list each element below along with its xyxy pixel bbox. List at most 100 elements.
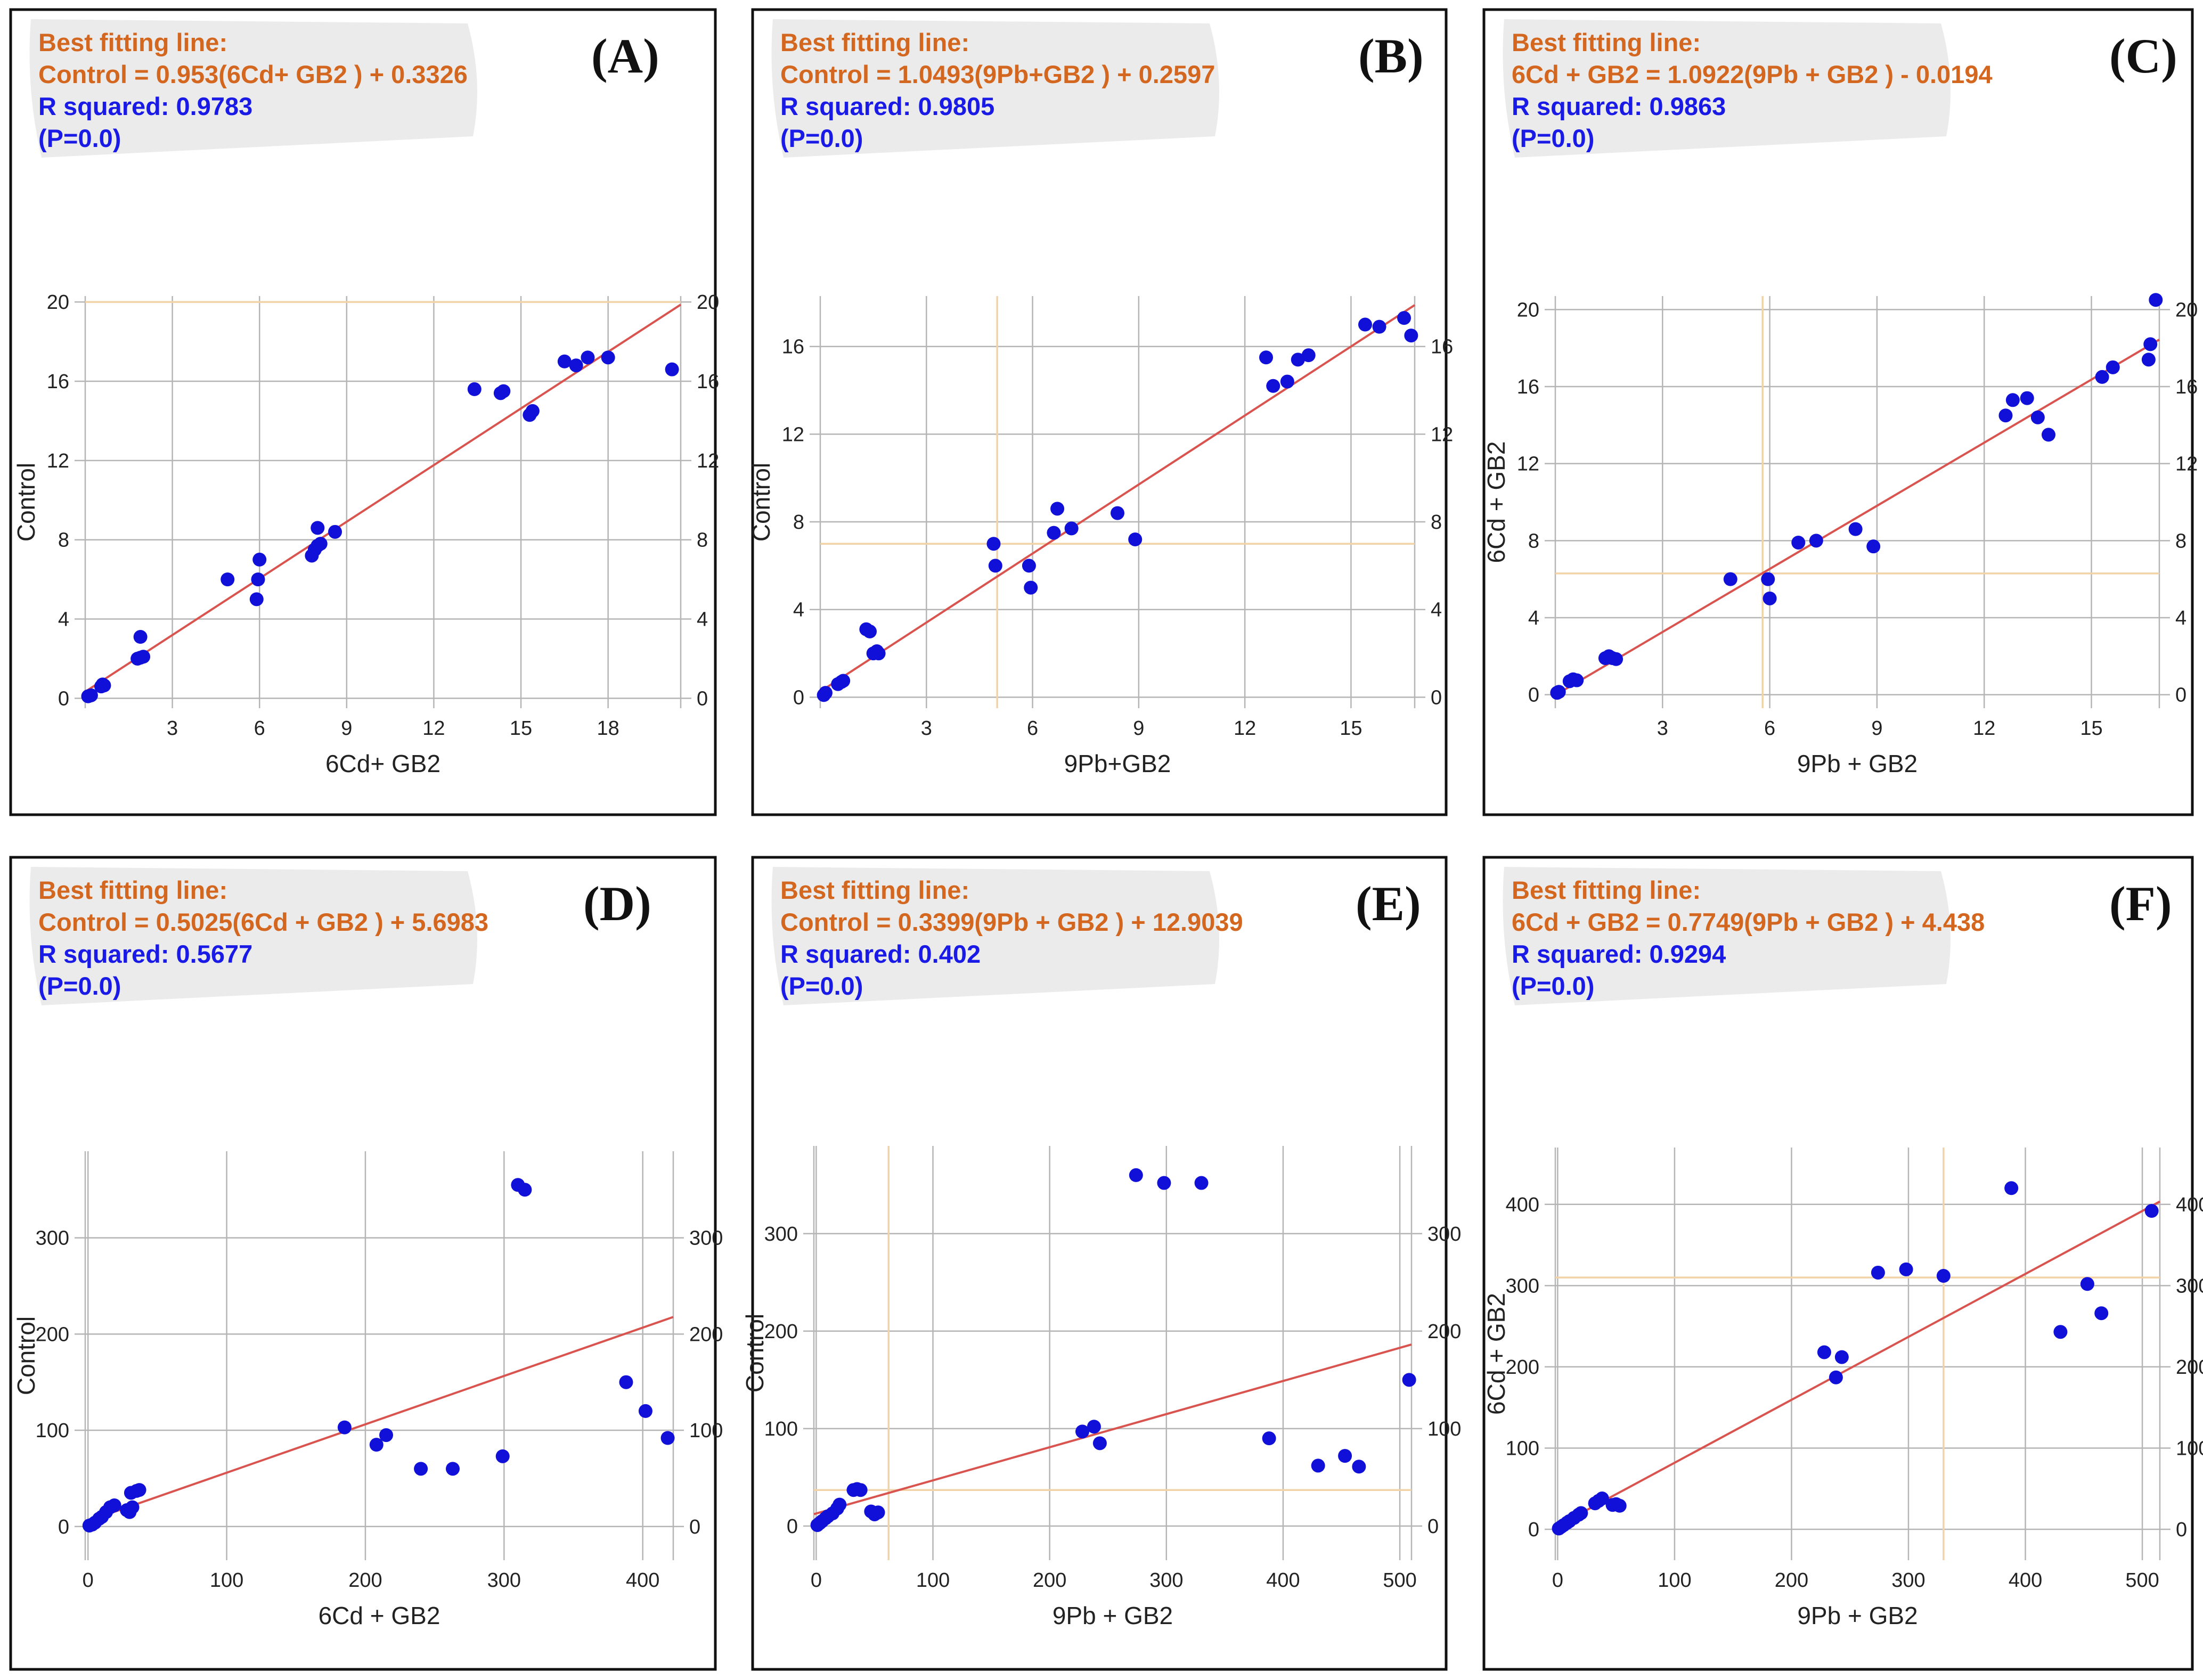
fit-equation: Control = 0.5025(6Cd + GB2 ) + 5.6983 [38, 908, 488, 936]
x-tick-label: 9 [1871, 717, 1882, 740]
x-tick-label: 15 [510, 717, 532, 740]
data-point [252, 552, 267, 567]
data-point [1024, 580, 1038, 595]
x-axis-title: 6Cd + GB2 [319, 1602, 440, 1629]
r-squared: R squared: 0.402 [780, 940, 981, 968]
y-tick-label: 4 [793, 599, 804, 621]
data-point [2030, 410, 2045, 424]
data-point [1372, 319, 1386, 334]
y-tick-label: 8 [1528, 530, 1539, 552]
y-tick-label: 4 [58, 609, 69, 631]
data-point [1291, 353, 1305, 367]
data-point [871, 1505, 885, 1520]
y-tick-label-right: 100 [689, 1420, 723, 1442]
p-value: (P=0.0) [1512, 124, 1594, 152]
data-point [871, 646, 886, 661]
y-tick-label-right: 100 [1427, 1418, 1461, 1440]
fit-line [819, 304, 1416, 693]
data-point [836, 674, 851, 688]
y-tick-label-right: 4 [1431, 599, 1442, 621]
x-tick-label: 12 [1973, 717, 1995, 740]
x-tick-label: 12 [422, 717, 445, 740]
data-point [1050, 502, 1065, 516]
data-point [638, 1404, 652, 1418]
data-point [1848, 522, 1863, 536]
panel-label: (B) [1358, 29, 1424, 83]
fit-equation: Control = 1.0493(9Pb+GB2 ) + 0.2597 [780, 60, 1215, 88]
data-point [2143, 337, 2158, 351]
y-tick-label-right: 0 [1431, 686, 1442, 709]
data-point [1352, 1460, 1366, 1474]
annotation-background [771, 19, 1219, 158]
data-point [2053, 1325, 2068, 1339]
data-point [1194, 1176, 1209, 1190]
data-point [1022, 559, 1036, 573]
data-point [1262, 1431, 1276, 1446]
y-tick-label: 20 [47, 291, 69, 314]
y-axis-title: Control [747, 463, 775, 542]
r-squared: R squared: 0.9294 [1512, 940, 1726, 968]
data-point [2095, 370, 2109, 384]
fit-header: Best fitting line: [780, 876, 969, 904]
data-point [313, 537, 328, 551]
data-point [467, 382, 482, 396]
y-axis-title: 6Cd + GB2 [1482, 1293, 1510, 1415]
y-axis-title: 6Cd + GB2 [1482, 441, 1510, 563]
y-tick-label: 20 [1517, 299, 1539, 321]
data-point [337, 1420, 352, 1435]
annotation-background [1503, 867, 1951, 1005]
fit-equation: 6Cd + GB2 = 0.7749(9Pb + GB2 ) + 4.438 [1512, 908, 1985, 936]
y-tick-label-right: 300 [689, 1227, 723, 1250]
data-point [1761, 572, 1775, 586]
x-tick-label: 400 [1266, 1569, 1300, 1592]
data-point [988, 559, 1002, 573]
y-tick-label: 0 [58, 687, 69, 710]
data-point [1064, 521, 1079, 536]
data-point [133, 630, 148, 644]
x-tick-label: 200 [1775, 1569, 1808, 1592]
x-tick-label: 0 [83, 1569, 94, 1592]
y-tick-label-right: 8 [2175, 530, 2186, 552]
data-point [1936, 1269, 1951, 1283]
x-tick-label: 400 [2009, 1569, 2042, 1592]
annotation-background [29, 867, 477, 1005]
data-point [1791, 535, 1806, 550]
data-point [2080, 1277, 2094, 1291]
annotation-background [29, 19, 477, 158]
data-point [525, 404, 540, 418]
y-tick-label: 0 [1528, 1519, 1539, 1541]
data-point [369, 1438, 384, 1452]
data-point [1397, 311, 1411, 325]
r-squared: R squared: 0.9783 [38, 92, 252, 120]
x-tick-label: 200 [1033, 1569, 1066, 1592]
data-point [619, 1375, 633, 1389]
x-axis-title: 9Pb+GB2 [1064, 750, 1171, 777]
x-tick-label: 6 [1764, 717, 1775, 740]
data-point [495, 1449, 510, 1463]
y-tick-label: 300 [1506, 1275, 1539, 1297]
x-tick-label: 500 [2125, 1569, 2159, 1592]
y-tick-label: 0 [793, 686, 804, 709]
y-tick-label-right: 4 [697, 609, 708, 631]
panel-label: (D) [583, 876, 651, 931]
y-tick-label: 200 [36, 1323, 69, 1346]
x-tick-label: 400 [626, 1569, 659, 1592]
panel-label: (A) [591, 29, 659, 83]
data-point [311, 521, 325, 535]
panel-b: Best fitting line: Control = 1.0493(9Pb+G… [747, 8, 1453, 816]
panel-d: Best fitting line: Control = 0.5025(6Cd +… [9, 856, 723, 1671]
data-point [328, 525, 342, 539]
panel-a: Best fitting line: Control = 0.953(6Cd+ G… [9, 8, 719, 816]
fit-line [1554, 339, 2160, 696]
data-point [125, 1500, 140, 1514]
fit-header: Best fitting line: [1512, 28, 1701, 56]
y-tick-label: 12 [782, 423, 804, 446]
y-tick-label-right: 400 [2176, 1194, 2203, 1216]
x-tick-label: 6 [1027, 717, 1038, 740]
x-axis-title: 6Cd+ GB2 [325, 750, 440, 777]
y-tick-label-right: 20 [2175, 299, 2198, 321]
data-point [853, 1483, 868, 1497]
data-point [1866, 539, 1881, 554]
data-point [251, 572, 265, 587]
